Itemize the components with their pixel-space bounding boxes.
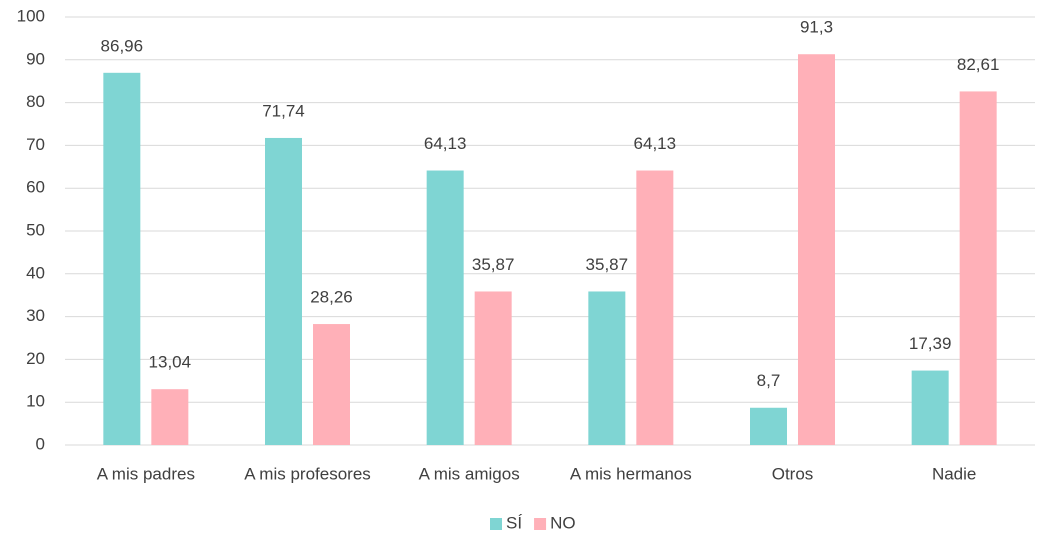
- y-tick-label: 40: [26, 263, 45, 282]
- y-tick-label: 60: [26, 178, 45, 197]
- x-tick-label: A mis amigos: [419, 464, 520, 483]
- legend-label: SÍ: [506, 513, 522, 532]
- x-tick-label: A mis profesores: [244, 464, 371, 483]
- bar: [313, 324, 350, 445]
- data-label: 64,13: [424, 134, 467, 153]
- legend-label: NO: [550, 513, 576, 532]
- bar: [911, 370, 949, 445]
- data-label: 35,87: [586, 255, 629, 274]
- data-label: 71,74: [262, 101, 305, 120]
- y-tick-label: 70: [26, 135, 45, 154]
- bar: [750, 407, 787, 445]
- data-label: 91,3: [800, 18, 833, 37]
- data-label: 35,87: [472, 255, 515, 274]
- bar: [588, 291, 626, 445]
- data-label: 8,7: [757, 371, 781, 390]
- y-tick-label: 20: [26, 349, 45, 368]
- x-tick-label: Nadie: [932, 464, 976, 483]
- bar: [103, 72, 141, 445]
- bar: [426, 170, 464, 445]
- bar: [265, 137, 302, 445]
- y-tick-label: 0: [36, 434, 45, 453]
- y-tick-label: 100: [17, 6, 45, 25]
- x-tick-label: A mis padres: [97, 464, 195, 483]
- data-label: 86,96: [101, 36, 144, 55]
- y-tick-label: 90: [26, 49, 45, 68]
- x-tick-label: A mis hermanos: [570, 464, 692, 483]
- x-tick-label: Otros: [772, 464, 814, 483]
- y-tick-label: 30: [26, 306, 45, 325]
- y-tick-label: 80: [26, 92, 45, 111]
- bar: [636, 170, 674, 445]
- data-label: 28,26: [310, 288, 353, 307]
- y-tick-label: 10: [26, 392, 45, 411]
- bar: [959, 91, 997, 445]
- legend-swatch: [534, 518, 547, 530]
- data-label: 64,13: [634, 134, 677, 153]
- y-tick-label: 50: [26, 220, 45, 239]
- bar: [798, 54, 835, 446]
- data-label: 82,61: [957, 55, 1000, 74]
- bar: [474, 291, 512, 445]
- legend-swatch: [490, 518, 502, 530]
- data-label: 13,04: [149, 353, 192, 372]
- bar: [151, 389, 189, 445]
- data-label: 17,39: [909, 334, 952, 353]
